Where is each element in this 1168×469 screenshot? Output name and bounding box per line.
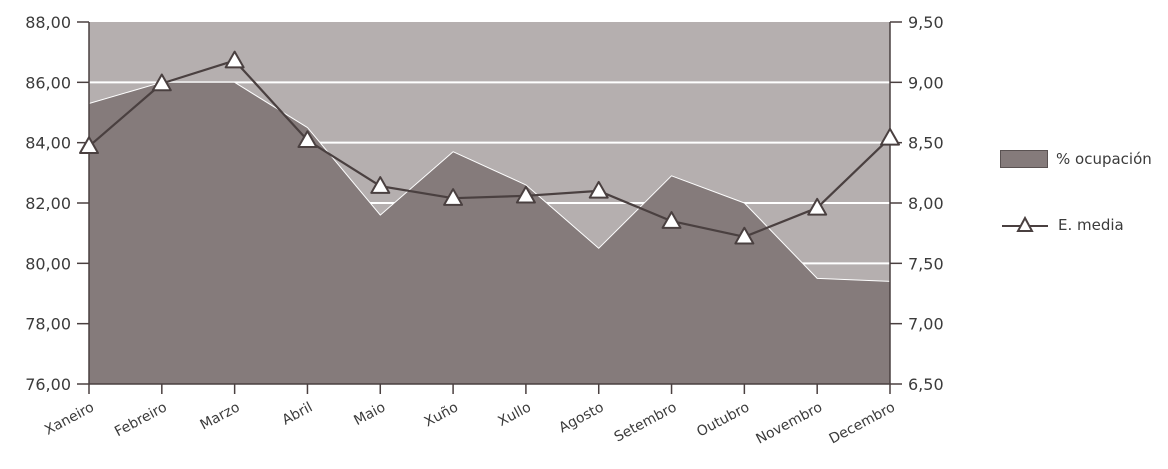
x-axis-category-label: Novembro — [754, 399, 826, 447]
x-axis-category-label: Febreiro — [112, 399, 170, 440]
left-axis-tick-label: 88,00 — [25, 13, 71, 32]
x-axis-category-label: Decembro — [827, 399, 898, 447]
x-axis-category-label: Xullo — [496, 399, 534, 429]
e-media-line — [88, 59, 891, 238]
right-axis-tick-label: 6,50 — [908, 375, 944, 394]
e-media-point — [807, 197, 828, 216]
e-media-point — [588, 180, 609, 199]
e-media-point — [79, 136, 99, 155]
legend-area-swatch — [1000, 150, 1048, 168]
e-media-point — [443, 188, 464, 206]
line-series-e-media — [79, 50, 900, 245]
e-media-point — [370, 176, 391, 194]
left-axis-tick-label: 86,00 — [25, 73, 71, 92]
right-axis-tick-label: 8,50 — [908, 134, 944, 153]
x-axis-category-label: Setembro — [612, 399, 680, 445]
left-axis-tick-label: 84,00 — [25, 134, 71, 153]
e-media-point — [297, 130, 318, 149]
legend-area-label: % ocupación — [1056, 150, 1152, 168]
left-axis-tick-label: 82,00 — [25, 194, 71, 213]
e-media-point — [734, 226, 755, 245]
x-axis-category-label: Maio — [351, 399, 388, 429]
right-axis-tick-label: 9,50 — [908, 13, 944, 32]
left-axis-tick-label: 80,00 — [25, 254, 71, 273]
area-series-ocupacion — [88, 81, 891, 385]
right-axis-tick-label: 8,00 — [908, 194, 944, 213]
left-axis-tick-label: 78,00 — [25, 315, 71, 334]
legend-item-e-media: E. media — [1000, 215, 1124, 235]
x-axis-category-label: Agosto — [556, 399, 606, 436]
e-media-point — [880, 127, 900, 146]
right-axis-tick-label: 7,50 — [908, 254, 944, 273]
legend-line-marker-icon — [1002, 215, 1048, 232]
x-axis-category-label: Marzo — [198, 399, 243, 433]
e-media-point — [224, 50, 245, 69]
x-axis-category-label: Outubro — [694, 399, 752, 440]
left-axis-tick-label: 76,00 — [25, 375, 71, 394]
e-media-point — [515, 185, 536, 204]
right-axis-tick-label: 9,00 — [908, 73, 944, 92]
legend-item-ocupacion: % ocupación — [1000, 150, 1152, 168]
e-media-point — [151, 73, 172, 92]
x-axis-category-label: Abril — [280, 399, 316, 428]
e-media-point — [661, 211, 682, 229]
x-axis-category-label: Xaneiro — [42, 399, 97, 438]
legend-line-label: E. media — [1058, 216, 1124, 234]
right-axis-tick-label: 7,00 — [908, 315, 944, 334]
x-axis-category-label: Xuño — [422, 399, 461, 430]
legend: % ocupación E. media — [1000, 150, 1168, 250]
